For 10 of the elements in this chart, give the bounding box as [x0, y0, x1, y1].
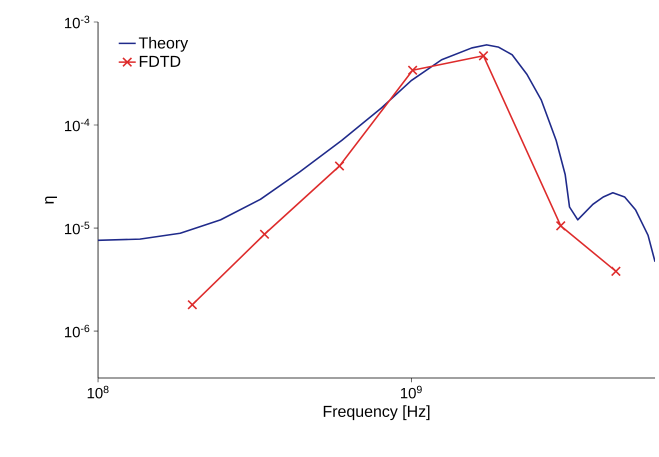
legend-label: Theory	[138, 36, 188, 52]
legend-label: FDTD	[140, 56, 180, 67]
y-tick-label: 10$^{-6}$	[64, 324, 90, 338]
y-axis-title: η	[45, 196, 57, 204]
x-tick-label: 10$^{9}$	[400, 386, 422, 398]
x-axis-title: Frequency [Hz]	[324, 405, 430, 420]
y-tick-label: 10$^{-3}$	[64, 16, 90, 28]
y-tick-label: 10$^{-4}$	[64, 118, 90, 132]
x-tick-label: 10$^{8}$	[88, 386, 109, 398]
y-tick-label: 10$^{-5}$	[64, 222, 90, 234]
